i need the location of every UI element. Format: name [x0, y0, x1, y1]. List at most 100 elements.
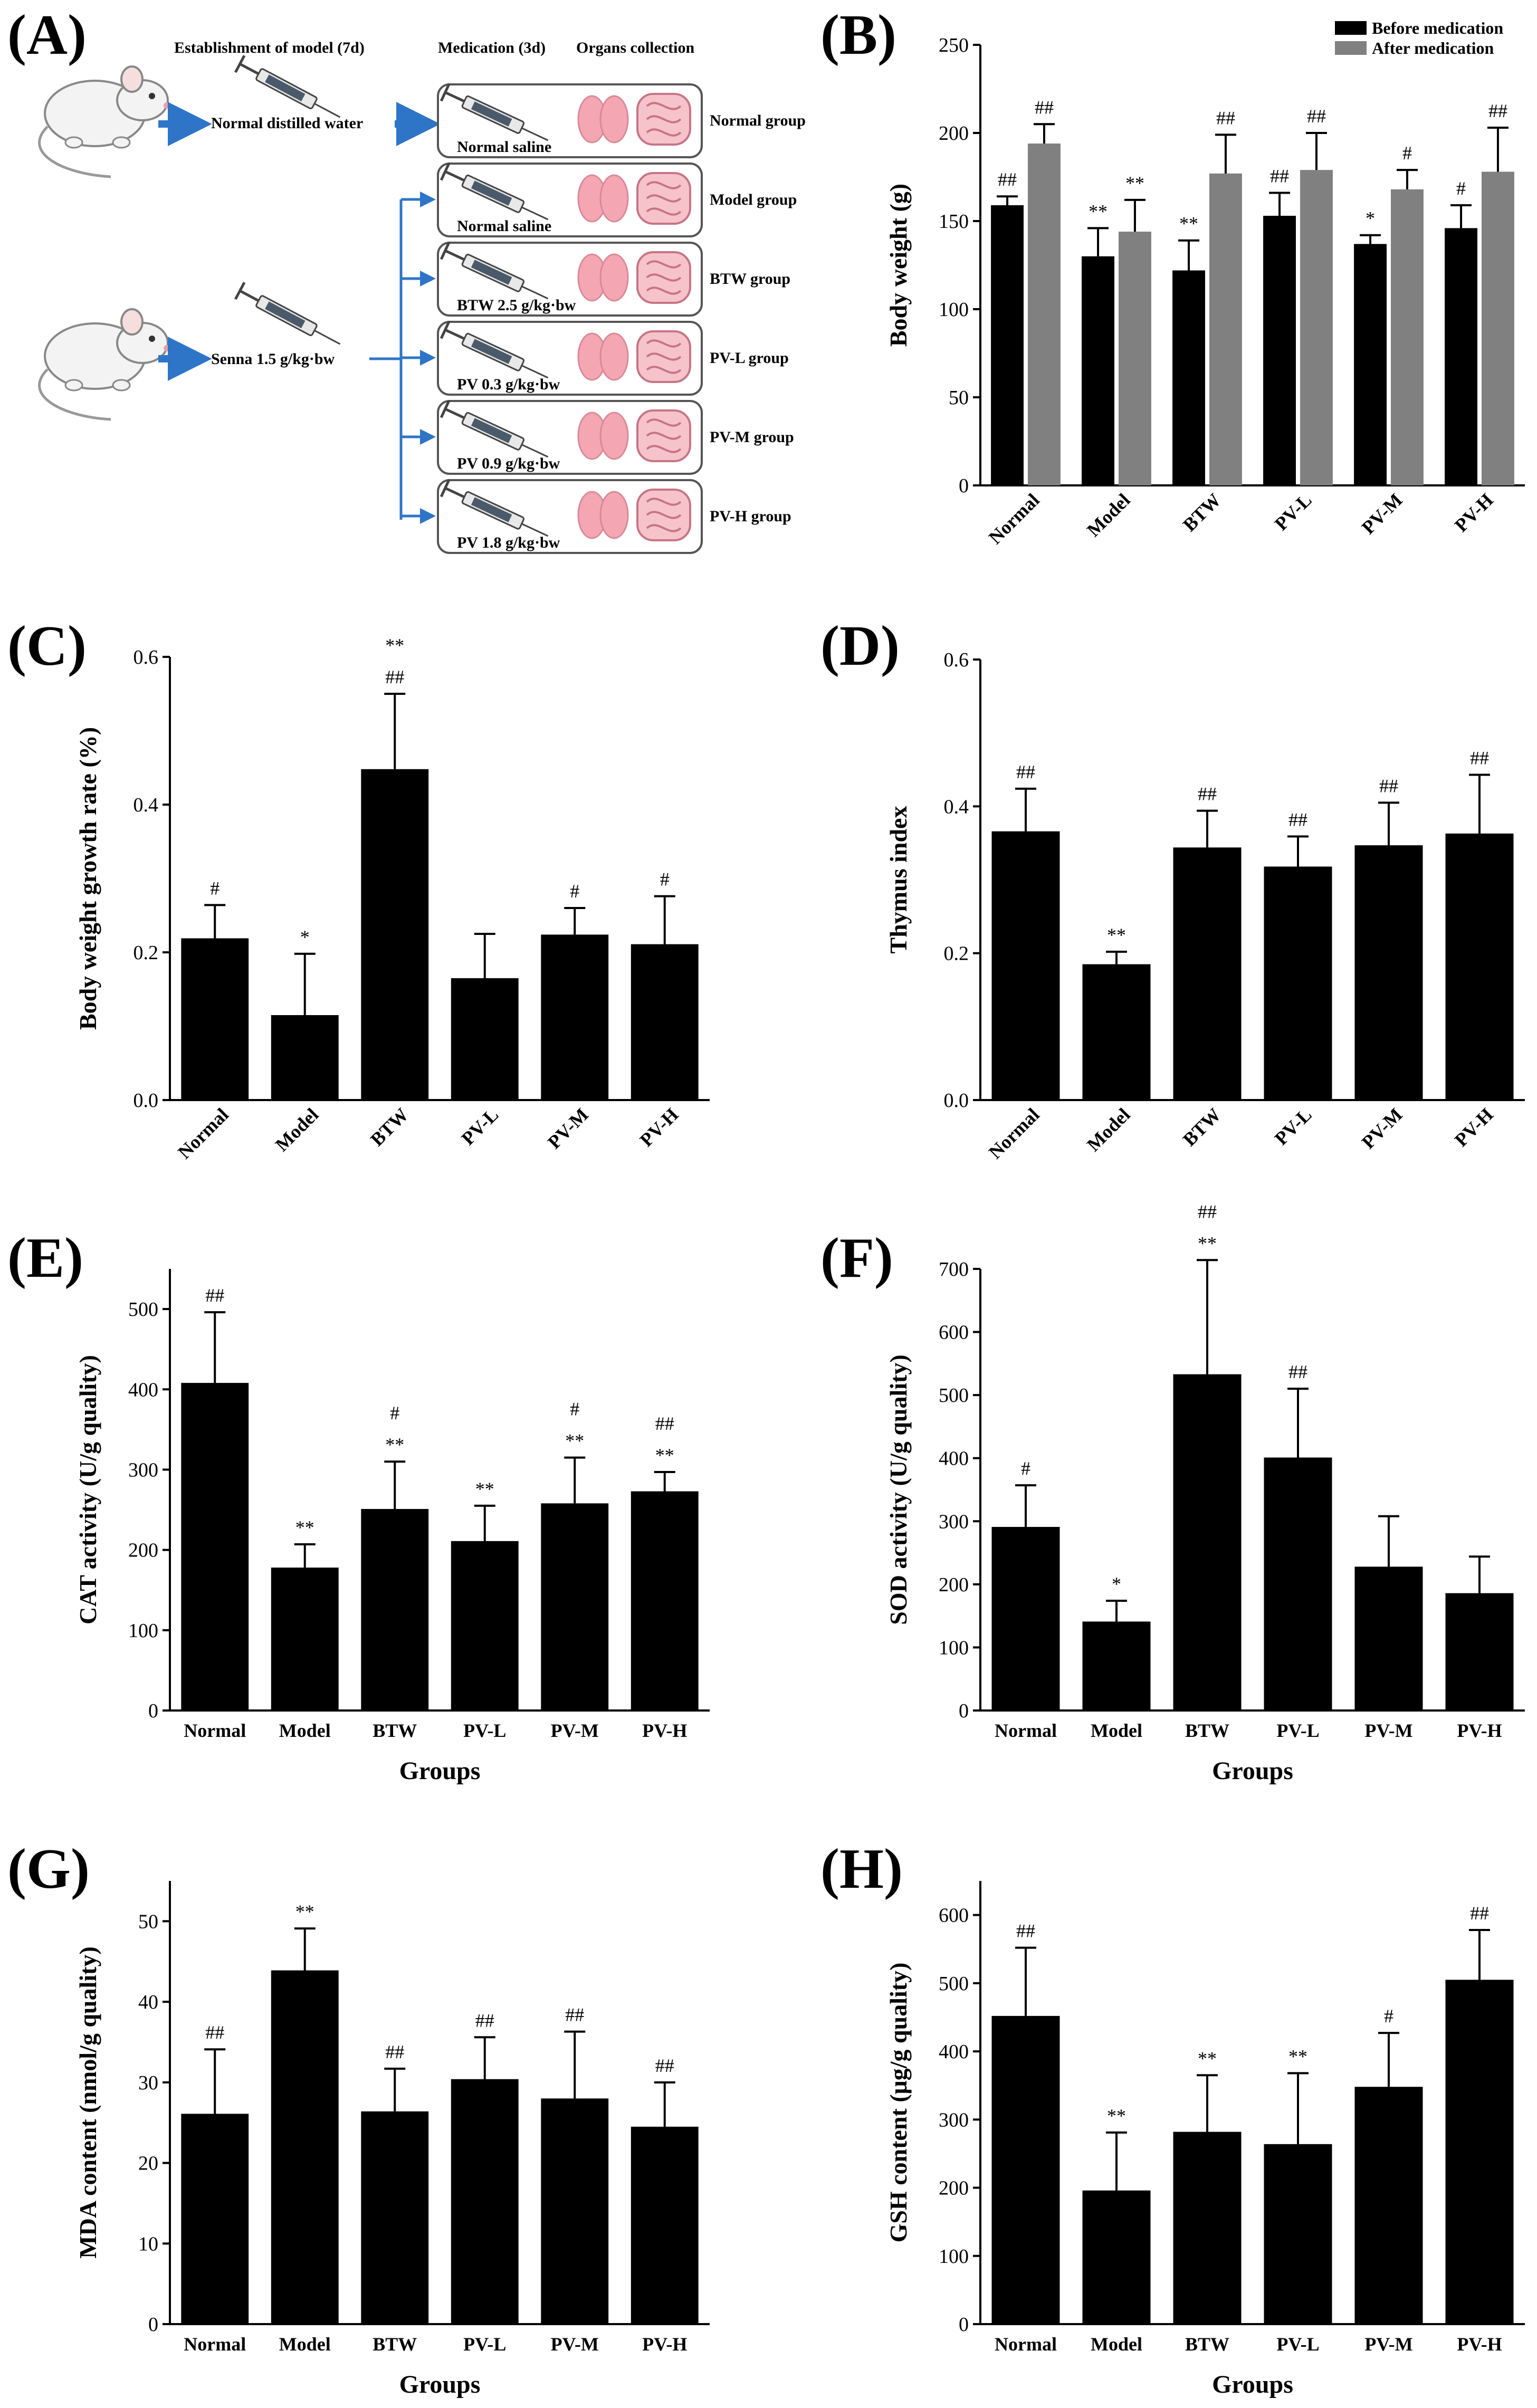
x-tick-label: BTW — [1185, 2334, 1229, 2355]
legend-label: After medication — [1372, 39, 1494, 58]
bar — [271, 1568, 339, 1711]
panel-label-h: (H) — [820, 1838, 903, 1900]
y-tick-label: 20 — [138, 2153, 158, 2175]
significance-mark: ** — [565, 1430, 584, 1451]
x-tick-label: Model — [1083, 489, 1134, 541]
y-tick-label: 300 — [939, 1511, 969, 1533]
y-tick-label: 0.2 — [133, 942, 159, 964]
bar — [271, 1970, 339, 2324]
significance-mark: ## — [1016, 1920, 1035, 1942]
group-name: PV-H group — [710, 508, 791, 525]
y-tick-label: 500 — [128, 1298, 158, 1321]
y-tick-label: 100 — [939, 2245, 969, 2268]
intestine-icon — [636, 172, 691, 225]
significance-mark: ## — [655, 2055, 674, 2076]
x-tick-label: BTW — [373, 1720, 417, 1741]
significance-mark: ** — [655, 1445, 674, 1466]
bar — [1354, 2087, 1423, 2324]
x-tick-label: Model — [279, 2334, 331, 2355]
y-axis-label: CAT activity (U/g quality) — [74, 1355, 101, 1625]
y-tick-label: 300 — [939, 2109, 969, 2131]
significance-mark: ** — [1089, 200, 1108, 222]
intestine-icon — [636, 330, 691, 383]
bar — [1445, 833, 1514, 1100]
significance-mark: ## — [385, 666, 404, 687]
x-tick-label: Model — [1083, 1104, 1134, 1155]
bar — [541, 934, 609, 1100]
x-tick-label: Normal — [985, 489, 1044, 548]
significance-mark: ** — [1198, 1232, 1217, 1254]
significance-mark: ** — [1125, 173, 1144, 194]
significance-mark: # — [210, 877, 219, 899]
y-tick-label: 0.4 — [133, 794, 159, 816]
y-tick-label: 300 — [128, 1459, 158, 1481]
y-tick-label: 30 — [138, 2072, 158, 2094]
y-tick-label: 200 — [939, 1574, 969, 1596]
y-tick-label: 100 — [128, 1620, 158, 1642]
bar — [1209, 173, 1242, 485]
panel-label-g: (G) — [7, 1838, 90, 1900]
bar — [1445, 1980, 1514, 2324]
y-tick-label: 100 — [939, 299, 969, 321]
significance-mark: ## — [1470, 1903, 1489, 1924]
x-tick-label: PV-M — [551, 2334, 599, 2355]
significance-mark: ** — [1198, 2048, 1217, 2069]
significance-mark: # — [570, 881, 579, 902]
y-tick-label: 250 — [939, 34, 969, 56]
experimental-schematic: Establishment of model (7d) Medication (… — [40, 39, 806, 554]
label-organs: Organs collection — [576, 39, 694, 56]
bar — [1354, 244, 1387, 485]
group-dose: PV 0.9 g/kg·bw — [457, 455, 560, 472]
significance-mark: # — [1456, 178, 1466, 199]
y-tick-label: 200 — [939, 122, 969, 145]
model-mouse-image — [40, 309, 170, 419]
bar — [1263, 215, 1296, 485]
y-tick-label: 500 — [939, 1384, 969, 1407]
significance-mark: ** — [1288, 2046, 1307, 2067]
x-tick-label: PV-M — [551, 1720, 599, 1741]
panel-label-d: (D) — [820, 615, 900, 677]
significance-mark: ## — [1488, 100, 1507, 121]
x-tick-label: BTW — [366, 1104, 413, 1150]
x-tick-label: Model — [1091, 2334, 1142, 2355]
chart-d: 0.0 0.2 0.4 0.6 Thymus index ## ** ## ## ## ## Norm… — [885, 649, 1525, 1163]
y-tick-label: 0.4 — [944, 796, 969, 818]
bar — [271, 1015, 339, 1100]
x-tick-label: Normal — [995, 2334, 1057, 2355]
group-dose: Normal saline — [457, 138, 551, 156]
significance-mark: # — [660, 869, 670, 890]
x-tick-label: BTW — [373, 2334, 417, 2355]
bar — [361, 1509, 429, 1711]
significance-mark: ** — [295, 1517, 314, 1538]
group-dose: BTW 2.5 g/kg·bw — [457, 297, 576, 314]
x-tick-label: PV-L — [457, 1104, 503, 1149]
x-tick-label: BTW — [1179, 1104, 1225, 1150]
y-tick-label: 400 — [128, 1379, 158, 1401]
label-senna: Senna 1.5 g/kg·bw — [211, 350, 335, 368]
bar — [361, 2111, 429, 2324]
group-name: Model group — [710, 191, 797, 208]
y-axis-label: MDA content (nmol/g quality) — [74, 1946, 101, 2259]
bar — [1082, 2190, 1151, 2324]
significance-mark: ## — [1270, 166, 1289, 187]
chart-f: 0 100 200 300 400 500 600 700 SOD activity (U/g … — [885, 1201, 1525, 1785]
panel-label-c: (C) — [7, 615, 87, 677]
panel-label-a: (A) — [7, 4, 87, 66]
bar — [1482, 171, 1514, 486]
x-tick-label: PV-M — [1364, 2334, 1412, 2355]
y-tick-label: 0 — [959, 1700, 969, 1722]
y-tick-label: 10 — [138, 2233, 158, 2255]
legend-swatch — [1335, 41, 1367, 55]
x-axis-label: Groups — [1212, 1757, 1293, 1785]
y-tick-label: 600 — [939, 1322, 969, 1344]
panel-label-e: (E) — [7, 1227, 83, 1289]
bar — [1264, 1457, 1332, 1711]
significance-mark: ## — [385, 2041, 404, 2062]
x-tick-label: BTW — [1179, 489, 1225, 536]
y-axis-label: Body weight (g) — [885, 184, 912, 347]
bar — [361, 769, 429, 1100]
y-tick-label: 150 — [939, 211, 969, 233]
